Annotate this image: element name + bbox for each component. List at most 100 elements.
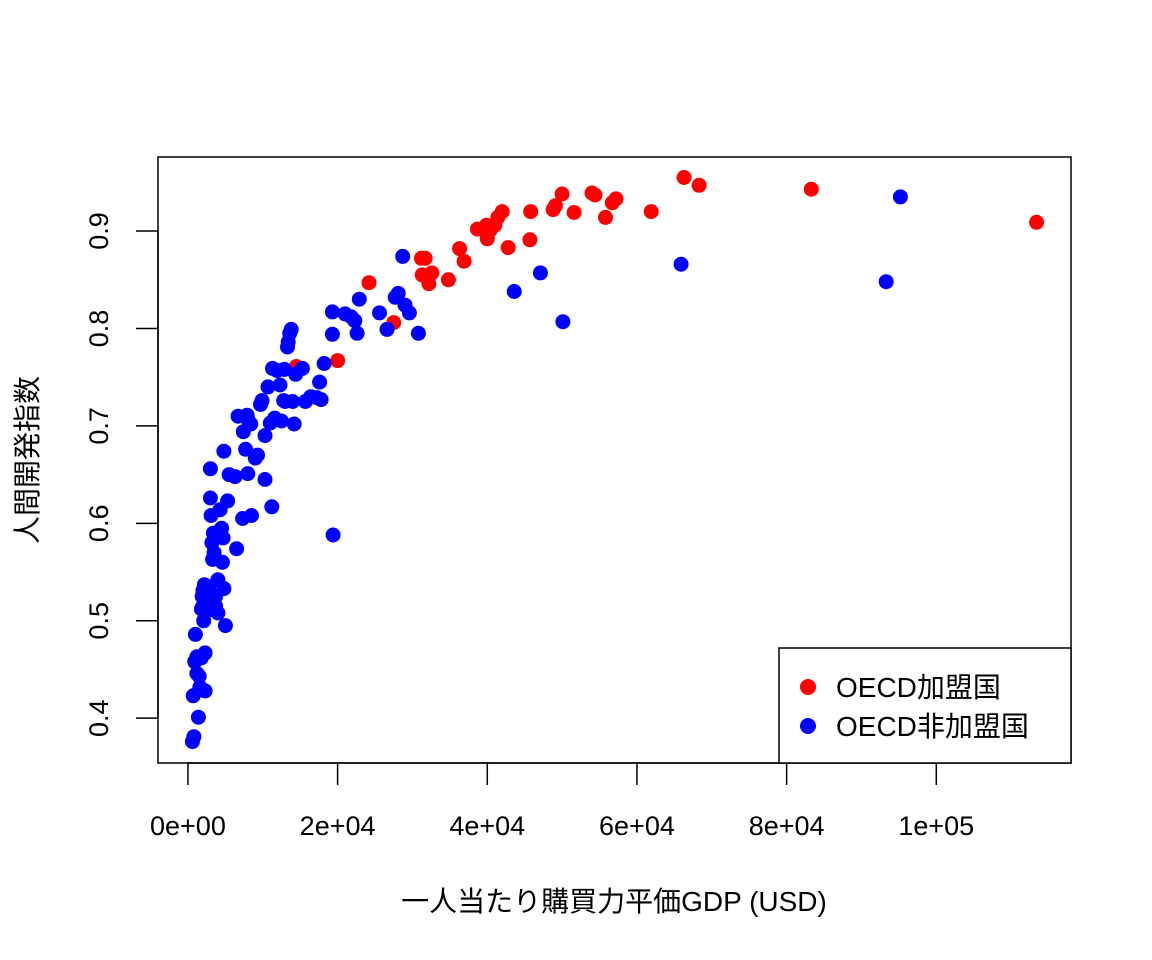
data-point [349, 325, 365, 341]
data-point [215, 530, 231, 546]
data-point [554, 186, 570, 202]
x-tick-label: 6e+04 [599, 811, 675, 841]
data-point [220, 493, 236, 509]
data-point [456, 253, 472, 269]
data-point [260, 379, 276, 395]
data-point [202, 490, 218, 506]
data-point [395, 248, 411, 264]
data-point [325, 527, 341, 543]
data-point [243, 416, 259, 432]
data-point [547, 198, 563, 214]
data-point [410, 325, 426, 341]
x-axis-label: 一人当たり購買力平価GDP (USD) [401, 886, 827, 917]
data-point [274, 413, 289, 429]
data-point [240, 466, 256, 482]
data-point [294, 360, 310, 376]
legend-marker-oecd [800, 679, 816, 695]
data-point [190, 709, 206, 725]
legend-label-non-oecd: OECD非加盟国 [836, 711, 1029, 742]
data-point [227, 469, 243, 485]
data-point [587, 187, 603, 203]
data-point [351, 291, 367, 307]
data-point [202, 461, 218, 477]
data-point [361, 275, 377, 291]
data-point [286, 416, 302, 432]
data-point [244, 508, 259, 523]
data-point [217, 618, 233, 634]
data-point [238, 441, 254, 457]
data-point [372, 305, 387, 321]
data-point [803, 181, 819, 197]
x-tick-label: 0e+00 [150, 811, 226, 841]
data-point [313, 392, 329, 408]
y-axis-label: 人間開発指数 [12, 376, 43, 544]
data-points [184, 170, 1045, 750]
legend-box [778, 647, 1072, 764]
data-point [250, 447, 265, 463]
data-point [210, 605, 226, 621]
data-point [566, 205, 582, 220]
data-point [216, 443, 232, 459]
data-point [555, 314, 571, 330]
data-point [347, 313, 363, 329]
data-point [330, 353, 346, 369]
data-point [673, 256, 689, 272]
data-point [285, 394, 301, 409]
y-tick-label: 0.5 [84, 602, 114, 640]
y-tick-label: 0.9 [84, 212, 114, 250]
data-point [1029, 214, 1045, 230]
data-point [676, 170, 692, 185]
data-point [892, 189, 908, 205]
data-point [379, 321, 395, 337]
data-point [608, 191, 624, 207]
data-point [229, 541, 245, 557]
x-tick-label: 4e+04 [449, 811, 525, 841]
data-point [257, 472, 273, 487]
data-point [643, 204, 659, 220]
data-point [191, 668, 207, 684]
x-tick-label: 1e+05 [898, 811, 974, 841]
y-tick-label: 0.8 [84, 310, 114, 348]
data-point [390, 285, 406, 301]
y-tick-label: 0.7 [84, 407, 114, 445]
data-point [440, 272, 456, 288]
y-axis: 0.4 0.5 0.6 0.7 0.8 0.9 [84, 212, 159, 737]
data-point [424, 265, 440, 281]
data-point [522, 232, 538, 248]
y-tick-label: 0.4 [84, 699, 114, 737]
data-point [187, 626, 203, 642]
data-point [312, 374, 328, 390]
data-point [214, 554, 230, 570]
data-point [257, 428, 273, 444]
y-tick-label: 0.6 [84, 505, 114, 543]
data-point [283, 321, 299, 337]
x-tick-label: 8e+04 [749, 811, 825, 841]
legend-label-oecd: OECD加盟国 [836, 672, 1001, 703]
data-point [264, 499, 280, 515]
data-point [417, 250, 433, 266]
data-point [277, 361, 292, 377]
data-point [500, 240, 516, 256]
data-point [532, 265, 548, 281]
x-axis: 0e+00 2e+04 4e+04 6e+04 8e+04 1e+05 [150, 762, 974, 841]
data-point [272, 377, 288, 393]
data-point [494, 204, 510, 220]
data-point [324, 326, 340, 342]
data-point [186, 729, 202, 745]
data-point [197, 645, 213, 661]
legend: OECD加盟国 OECD非加盟国 [778, 647, 1072, 764]
data-point [878, 274, 894, 290]
data-point [324, 304, 340, 320]
data-point [254, 393, 270, 409]
data-point [523, 204, 539, 220]
data-point [691, 177, 707, 193]
data-point [401, 305, 417, 321]
data-point [598, 209, 613, 225]
legend-marker-non-oecd [800, 718, 816, 734]
data-point [316, 356, 332, 371]
data-point [216, 581, 232, 597]
data-point [197, 683, 213, 699]
x-tick-label: 2e+04 [300, 811, 376, 841]
data-point [506, 284, 522, 299]
